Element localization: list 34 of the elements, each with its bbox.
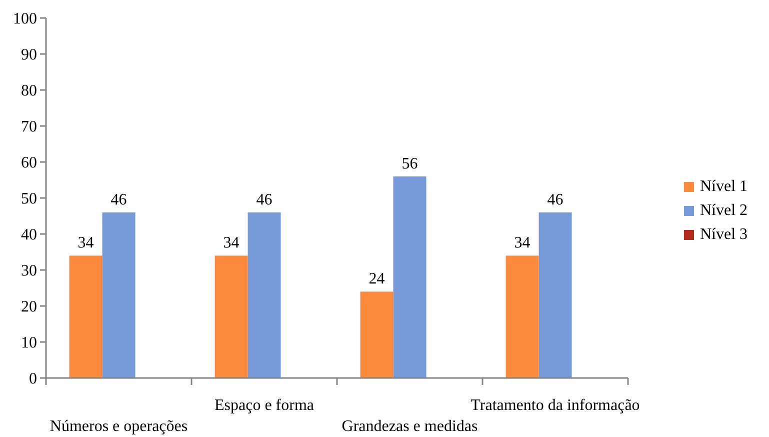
legend-label: Nível 3 — [700, 226, 748, 244]
data-label: 24 — [368, 270, 385, 288]
data-label: 46 — [110, 191, 127, 208]
y-tick-label: 100 — [13, 10, 37, 28]
bar — [214, 256, 248, 378]
bar — [248, 212, 281, 378]
y-tick-label: 60 — [21, 154, 37, 172]
data-label: 34 — [514, 234, 530, 252]
data-label: 56 — [402, 155, 418, 172]
bar — [102, 212, 136, 378]
bar — [360, 292, 394, 378]
y-tick-label: 0 — [29, 370, 37, 388]
x-tick-label: Grandezas e medidas — [342, 418, 478, 435]
y-tick-label: 90 — [21, 46, 37, 64]
y-tick-label: 10 — [21, 334, 37, 352]
bar — [506, 256, 539, 378]
legend-label: Nível 1 — [700, 178, 748, 196]
legend-label: Nível 2 — [700, 202, 748, 220]
data-label: 46 — [547, 191, 564, 208]
data-label: 34 — [78, 234, 94, 252]
y-tick-label: 80 — [21, 82, 37, 100]
data-label: 46 — [256, 191, 272, 208]
data-label: 34 — [223, 234, 240, 252]
y-tick-label: 50 — [21, 190, 37, 208]
bar — [393, 176, 426, 378]
y-tick-label: 20 — [21, 298, 37, 316]
y-tick-label: 30 — [21, 262, 37, 280]
y-tick-label: 70 — [21, 118, 37, 136]
x-tick-label: Tratamento da informação — [470, 397, 640, 414]
bar — [538, 212, 572, 378]
x-tick-label: Números e operações — [50, 418, 188, 435]
y-tick-label: 40 — [21, 226, 37, 244]
bar — [69, 256, 102, 378]
x-tick-label: Espaço e forma — [214, 397, 314, 414]
